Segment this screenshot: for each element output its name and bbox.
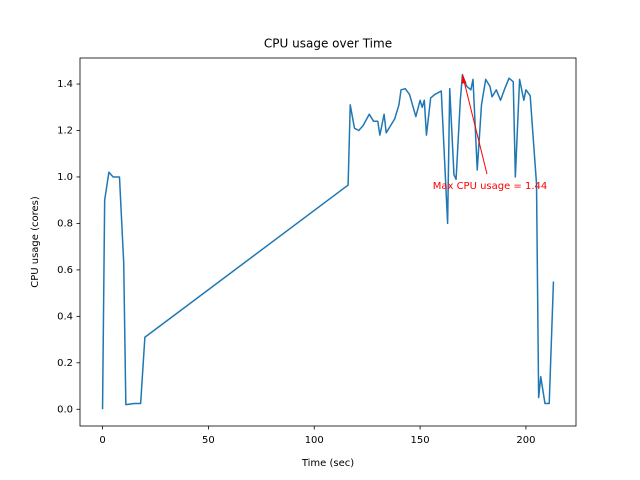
- y-tick-label: 0.0: [57, 404, 73, 415]
- x-axis-label: Time (sec): [301, 458, 354, 469]
- y-tick-label: 0.2: [57, 358, 73, 369]
- x-tick-label: 150: [411, 435, 430, 446]
- x-tick-label: 200: [516, 435, 535, 446]
- plot-frame: [79, 57, 577, 427]
- annotation-arrowhead: [461, 74, 467, 84]
- x-tick-label: 100: [305, 435, 324, 446]
- y-axis-label: CPU usage (cores): [30, 196, 41, 288]
- y-tick-label: 0.6: [57, 265, 73, 276]
- y-tick-label: 1.0: [57, 172, 73, 183]
- annotation-arrow: [461, 74, 488, 175]
- y-tick-label: 0.4: [57, 311, 73, 322]
- y-tick-label: 0.8: [57, 218, 73, 229]
- x-tick-label: 50: [202, 435, 215, 446]
- chart-title: CPU usage over Time: [264, 37, 392, 51]
- data-line: [101, 73, 555, 410]
- x-tick-label: 0: [99, 435, 105, 446]
- annotation: Max CPU usage = 1.44: [433, 181, 548, 192]
- y-tick-label: 1.4: [57, 79, 73, 90]
- y-tick-label: 1.2: [57, 125, 73, 136]
